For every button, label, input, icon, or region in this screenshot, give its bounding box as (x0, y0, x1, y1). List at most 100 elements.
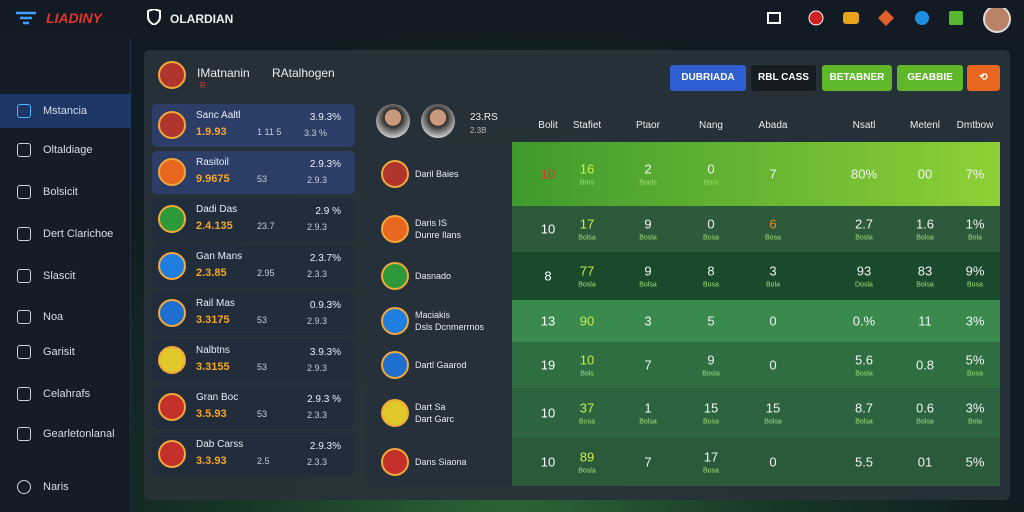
table-cell: 93 Dosla (855, 264, 873, 289)
row-team-sub: Dunre Ilans (415, 230, 462, 240)
table-cell: 89 Bosla (578, 450, 596, 475)
player-stat: 23.RS (470, 112, 498, 123)
player-avatar (421, 104, 455, 138)
menu-icon[interactable] (16, 11, 36, 25)
cell-sub: Bolsa (639, 418, 657, 426)
nav-item[interactable]: Oltaldiage (0, 133, 131, 167)
nav-item[interactable]: Slascit (0, 259, 131, 293)
team-card[interactable]: Rail Mas 3.3175 53 0.9.3% 2.9.3 (152, 292, 355, 335)
team-sub: 2.3.3 (306, 457, 327, 467)
cell-value: 10 (540, 405, 556, 421)
table-row[interactable]: Dart Sa Dart Garc 10 37 Bosa 1 Bolsa 15 Bosa 15 Bo… (367, 388, 1000, 438)
team-card[interactable]: Nalbtns 3.3155 53 3.9.3% 2.9.3 (152, 339, 355, 382)
nav-label: Dert Clarichoe (43, 228, 114, 240)
team-badge (381, 399, 409, 427)
team-sub: 2.3.3 (306, 269, 327, 279)
table-row[interactable]: Maciakis Dsls Dcnmerrnos 13 90 3 5 0 0.% 11 3% (367, 300, 1000, 342)
table-cell: 16 Bors (580, 162, 594, 187)
cell-sub: Bolsa (764, 418, 782, 426)
team-card[interactable]: Sanc Aaltl 1.9.93 1 11 5 3.9.3% 3.3 % (152, 104, 355, 147)
table-cell: 17 Bosa (703, 450, 719, 475)
nav-item[interactable]: Bolsicit (0, 175, 131, 209)
cell-value: 10 (540, 221, 556, 237)
cell-value: 00 (917, 166, 933, 182)
cell-value: 80% (850, 166, 878, 182)
team-card[interactable]: Rasitoil 9.9675 53 2.9.3% 2.9.3 (152, 151, 355, 194)
row-team-name: Daris IS (415, 218, 448, 228)
table-cell: 0.6 Bolsa (916, 401, 934, 426)
cell-value: 1.6 (915, 216, 935, 232)
table-cell: 10 (541, 222, 555, 237)
team-badge (158, 158, 186, 186)
table-cell: 3 (644, 314, 651, 329)
nav-item[interactable]: Gearletonlanal (0, 417, 131, 451)
team-odds: 2.3.85 (196, 267, 227, 279)
row-team: Daril Baies (415, 168, 459, 180)
cell-sub: Bosa (703, 281, 719, 289)
team-card[interactable]: Dab Carss 3.3.93 2.5 2.9.3% 2.3.3 (152, 433, 355, 476)
team-badge (158, 393, 186, 421)
cell-value: 7% (965, 166, 985, 182)
nav-icon (17, 104, 31, 118)
nav-item[interactable]: Naris (0, 470, 131, 504)
top-bar: LIADINY OLARDIAN (0, 0, 1024, 38)
panel-title: IMatnanin (197, 66, 250, 80)
team-badge (158, 440, 186, 468)
table-cell: 7 (644, 455, 651, 470)
cell-value: 15 (765, 400, 781, 416)
action-button[interactable]: RBL CASS (751, 65, 816, 91)
team-card[interactable]: Gran Boc 3.5.93 53 2.9.3 % 2.3.3 (152, 386, 355, 429)
table-cell: 7 (644, 358, 651, 373)
column-header: Ptaor (636, 120, 660, 131)
table-cell: 15 Bosa (703, 401, 719, 426)
cell-sub: Bosa (967, 370, 983, 378)
column-header: Nang (699, 120, 723, 131)
nav-item[interactable]: Dert Clarichoe (0, 217, 131, 251)
cell-value: 0 (769, 357, 777, 373)
cell-value: 17 (703, 449, 719, 465)
table-row[interactable]: Dans Siaona 10 89 Bosla 7 17 Bosa 0 5.5 01 5% (367, 438, 1000, 486)
team-sub: 2.9.3 (306, 363, 327, 373)
table-row[interactable]: Dartl Gaarod 19 10 Bols 7 9 Bosla 0 5.6 Bosla 0.8 5… (367, 342, 1000, 388)
cell-value: 0 (707, 216, 715, 232)
team-percent: 0.9.3% (309, 300, 341, 311)
table-cell: 77 Bosla (578, 264, 596, 289)
team-name: Dadi Das (196, 204, 238, 215)
nav-icon (17, 345, 31, 359)
action-button[interactable]: BETABNER (822, 65, 892, 91)
cell-value: 89 (579, 449, 595, 465)
table-cell: 01 (918, 455, 932, 470)
table-row[interactable]: Dasnado 8 77 Bosla 9 Bolsa 8 Bosa 3 Bola 93 Dosla 83… (367, 252, 1000, 300)
cell-value: 19 (540, 357, 556, 373)
nav-item[interactable]: Celahrafs (0, 377, 131, 411)
row-team-name: Maciakis (415, 310, 451, 320)
table-row[interactable]: Daril Baies 10 16 Bors 2 Boels 0 Bors 7 80% 00 7% (367, 142, 1000, 206)
table-cell: 2.7 Bosla (855, 217, 873, 242)
action-button[interactable]: DUBRIADA (670, 65, 746, 91)
team-card[interactable]: Gan Mans 2.3.85 2.95 2.3.7% 2.3.3 (152, 245, 355, 288)
table-row[interactable]: Daris IS Dunre Ilans 10 17 Bolsa 9 Bosla 0 Bosa 6… (367, 206, 1000, 252)
nav-item[interactable]: Mstancia (0, 94, 131, 128)
table-cell: 8.7 Bolsa (855, 401, 873, 426)
table-cell: 3 Bola (766, 264, 780, 289)
table-cell: 15 Bolsa (764, 401, 782, 426)
table-cell: 10 (541, 406, 555, 421)
cell-value: 3% (965, 400, 985, 416)
action-button[interactable]: ⟲ (967, 65, 1000, 91)
table-cell: 8 Bosa (703, 264, 719, 289)
team-card[interactable]: Dadi Das 2.4.135 23.7 2.9 % 2.9.3 (152, 198, 355, 241)
nav-item[interactable]: Garisit (0, 335, 131, 369)
nav-label: Bolsicit (43, 186, 78, 198)
cell-value: 2.7 (854, 216, 874, 232)
table-cell: 17 Bolsa (578, 217, 596, 242)
nav-item[interactable]: Noa (0, 300, 131, 334)
nav-icon (17, 480, 31, 494)
cell-sub: Dosla (855, 281, 873, 289)
cell-sub: Bols (580, 370, 594, 378)
toolbar-icons[interactable] (766, 8, 1016, 34)
cell-value: 90 (579, 313, 595, 329)
team-odds: 3.3155 (196, 361, 230, 373)
team-badge (158, 61, 186, 89)
team-badge (158, 252, 186, 280)
action-button[interactable]: GEABBIE (897, 65, 963, 91)
